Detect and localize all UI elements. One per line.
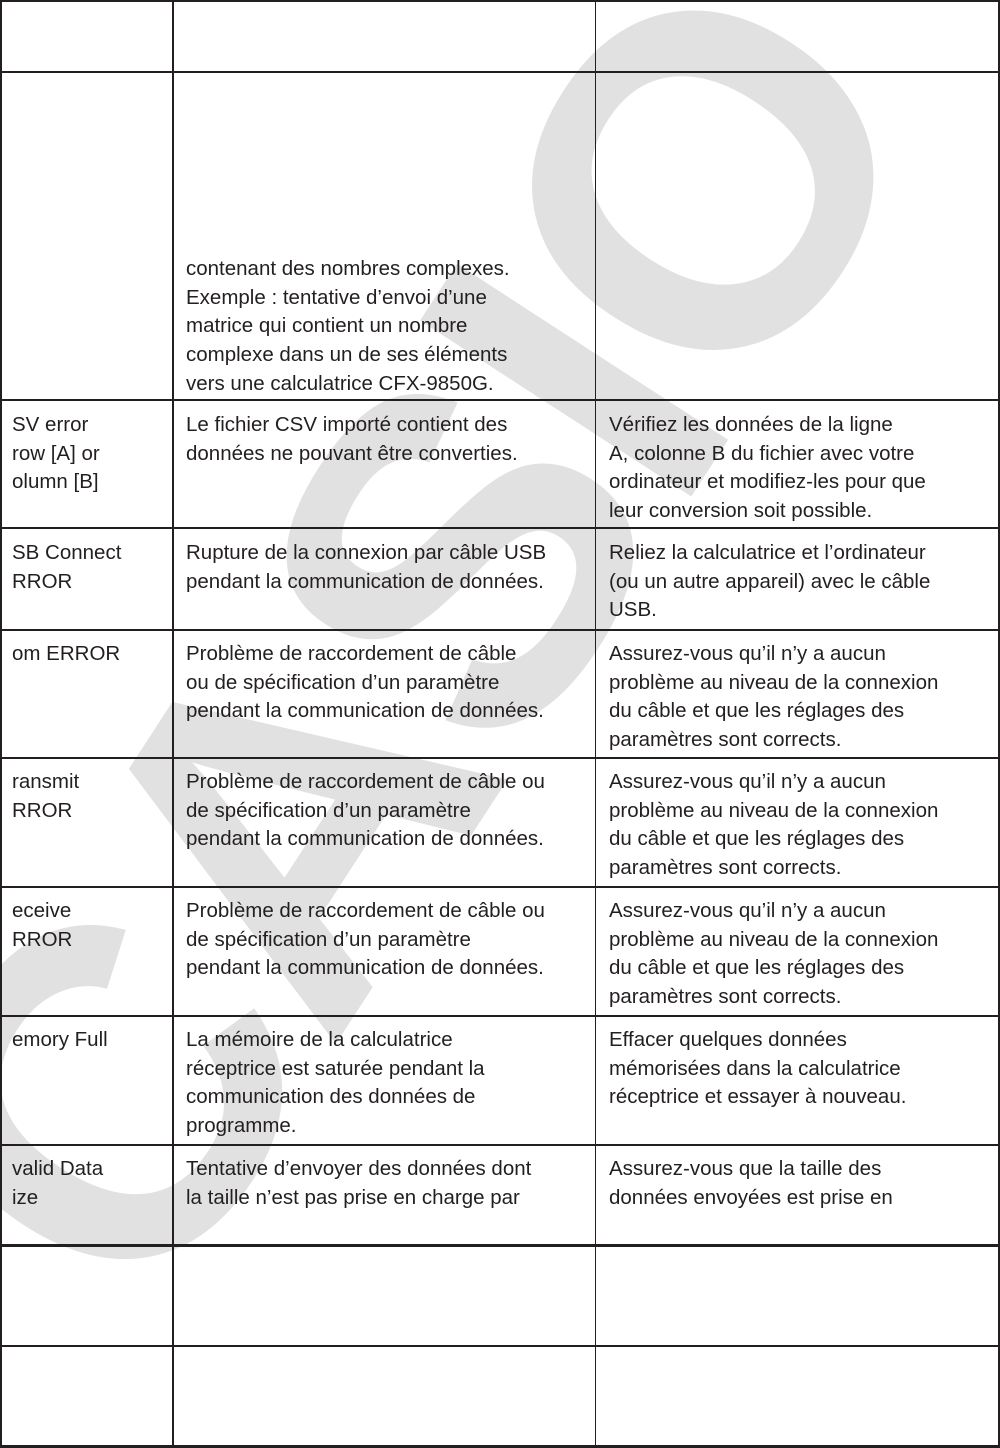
meaning-cell: Le fichier CSV importé contient des donn… xyxy=(186,413,518,465)
message-cell: om ERROR xyxy=(12,642,121,665)
table-border xyxy=(0,0,1000,2)
message-cell: emory Full xyxy=(12,1028,108,1051)
row-divider xyxy=(0,1144,1000,1146)
row-divider xyxy=(0,527,1000,529)
message-cell: SB Connect RROR xyxy=(12,541,122,593)
table-border xyxy=(0,1445,1000,1448)
row-divider xyxy=(0,399,1000,401)
row-divider xyxy=(0,886,1000,888)
meaning-cell: Tentative d’envoyer des données dont la … xyxy=(186,1157,532,1209)
meaning-cell: contenant des nombres complexes. Exemple… xyxy=(186,257,510,395)
table-border xyxy=(998,0,1000,1448)
row-divider xyxy=(0,71,1000,73)
row-divider xyxy=(0,629,1000,631)
message-cell: valid Data ize xyxy=(12,1157,104,1209)
meaning-cell: Problème de raccordement de câble ou de … xyxy=(186,770,545,851)
row-divider xyxy=(0,1015,1000,1017)
countermeasure-cell: Reliez la calculatrice et l’ordinateur (… xyxy=(609,541,931,622)
meaning-cell: Rupture de la connexion par câble USB pe… xyxy=(186,541,547,593)
meaning-cell: Problème de raccordement de câble ou de … xyxy=(186,642,544,723)
row-divider xyxy=(0,1244,1000,1247)
column-divider xyxy=(172,0,174,1448)
countermeasure-cell: Assurez-vous qu’il n’y a aucun problème … xyxy=(609,770,939,880)
meaning-cell: Problème de raccordement de câble ou de … xyxy=(186,899,545,980)
countermeasure-cell: Assurez-vous qu’il n’y a aucun problème … xyxy=(609,642,939,752)
column-divider xyxy=(595,0,596,1448)
message-cell: ransmit RROR xyxy=(12,770,80,822)
countermeasure-cell: Effacer quelques données mémorisées dans… xyxy=(609,1028,907,1109)
countermeasure-cell: Vérifiez les données de la ligne A, colo… xyxy=(609,413,926,523)
countermeasure-cell: Assurez-vous que la taille des données e… xyxy=(609,1157,893,1209)
message-cell: SV error row [A] or olumn [B] xyxy=(12,413,100,494)
row-divider xyxy=(0,1345,1000,1347)
message-cell: eceive RROR xyxy=(12,899,73,951)
meaning-cell: La mémoire de la calculatrice réceptrice… xyxy=(186,1028,485,1138)
row-divider xyxy=(0,757,1000,759)
countermeasure-cell: Assurez-vous qu’il n’y a aucun problème … xyxy=(609,899,939,1009)
table-border xyxy=(0,0,2,1448)
